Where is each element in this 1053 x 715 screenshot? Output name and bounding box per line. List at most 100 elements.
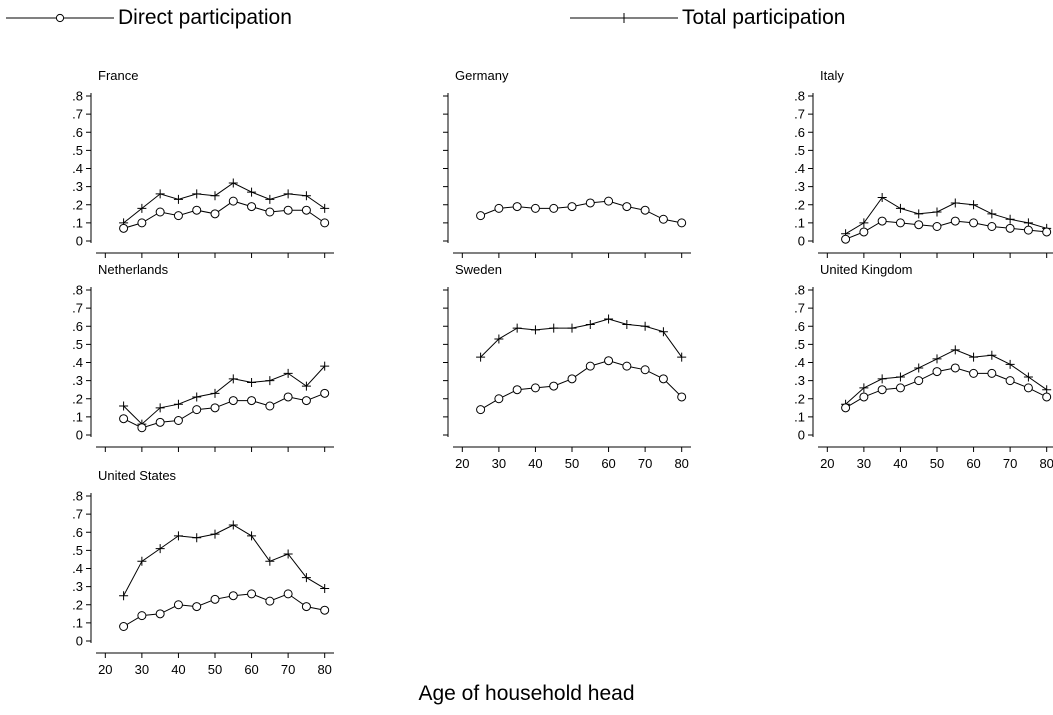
direct-participation-point bbox=[859, 227, 869, 237]
direct-participation-point bbox=[549, 381, 559, 391]
y-tick-label: .6 bbox=[72, 125, 83, 140]
total-participation-point bbox=[173, 531, 183, 541]
direct-participation-point bbox=[841, 403, 851, 413]
total-participation-point bbox=[914, 363, 924, 373]
direct-participation-line bbox=[845, 367, 1047, 409]
direct-participation-point bbox=[585, 198, 595, 208]
panel-title: United Kingdom bbox=[820, 262, 913, 277]
direct-participation-point bbox=[895, 218, 905, 228]
direct-participation-point bbox=[247, 202, 257, 212]
direct-participation-point bbox=[137, 423, 147, 433]
y-tick-label: 0 bbox=[76, 634, 83, 649]
total-participation-line bbox=[123, 365, 326, 425]
direct-participation-point bbox=[320, 218, 330, 228]
direct-participation-point bbox=[987, 368, 997, 378]
x-tick-label: 50 bbox=[565, 456, 579, 471]
direct-participation-point bbox=[320, 605, 330, 615]
x-tick-label: 80 bbox=[1039, 456, 1053, 471]
panel-netherlands: Netherlands 0 .1 .2 .3 .4 .5 .6 .7 .8 bbox=[72, 262, 334, 452]
y-tick-label: .3 bbox=[794, 179, 805, 194]
direct-participation-point bbox=[1005, 376, 1015, 386]
y-tick-label: .5 bbox=[794, 337, 805, 352]
x-tick-label: 20 bbox=[455, 456, 469, 471]
x-tick-label: 60 bbox=[966, 456, 980, 471]
legend-label-total: Total participation bbox=[682, 6, 846, 29]
total-participation-point bbox=[585, 319, 595, 329]
legend-item-total: Total participation bbox=[570, 4, 845, 32]
total-participation-point bbox=[265, 376, 275, 386]
total-participation-point bbox=[530, 325, 540, 335]
total-participation-point bbox=[119, 591, 129, 601]
total-participation-point bbox=[192, 189, 202, 199]
direct-participation-point bbox=[301, 602, 311, 612]
direct-participation-point bbox=[1023, 225, 1033, 235]
x-tick-label: 60 bbox=[601, 456, 615, 471]
direct-participation-point bbox=[859, 392, 869, 402]
direct-participation-point bbox=[265, 207, 275, 217]
y-tick-label: .8 bbox=[794, 89, 805, 104]
legend: Direct participation Total participation bbox=[0, 0, 1053, 36]
total-participation-point bbox=[1005, 214, 1015, 224]
direct-participation-point bbox=[950, 363, 960, 373]
direct-participation-line bbox=[123, 200, 325, 229]
x-tick-label: 30 bbox=[857, 456, 871, 471]
direct-participation-point bbox=[173, 600, 183, 610]
total-participation-point bbox=[173, 194, 183, 204]
x-tick-label: 70 bbox=[638, 456, 652, 471]
direct-participation-line bbox=[480, 200, 682, 224]
direct-participation-point bbox=[914, 376, 924, 386]
x-tick-label: 50 bbox=[208, 662, 222, 677]
direct-participation-point bbox=[192, 602, 202, 612]
panel-france: France 0 .1 .2 .3 .4 .5 .6 .7 .8 bbox=[72, 68, 334, 258]
direct-participation-point bbox=[640, 365, 650, 375]
x-tick-label: 50 bbox=[930, 456, 944, 471]
direct-participation-point bbox=[173, 416, 183, 425]
direct-participation-point bbox=[658, 214, 668, 224]
direct-participation-point bbox=[622, 202, 632, 212]
panel-united-kingdom: United Kingdom 0 .1 .2 .3 .4 .5 .6 .7 .8 20 30 40 50 6… bbox=[794, 262, 1053, 471]
panel-title: Sweden bbox=[455, 262, 502, 277]
total-participation-point bbox=[895, 372, 905, 382]
y-tick-label: .8 bbox=[72, 283, 83, 298]
total-participation-point bbox=[640, 321, 650, 331]
direct-participation-point bbox=[530, 383, 540, 393]
total-participation-point bbox=[914, 209, 924, 219]
direct-participation-point bbox=[265, 596, 275, 606]
total-participation-point bbox=[950, 345, 960, 355]
total-participation-point bbox=[494, 334, 504, 344]
direct-participation-point bbox=[877, 385, 887, 395]
y-tick-label: .2 bbox=[794, 391, 805, 406]
x-tick-label: 30 bbox=[492, 456, 506, 471]
total-participation-point bbox=[173, 399, 183, 409]
panel-title: United States bbox=[98, 468, 177, 483]
y-tick-label: .1 bbox=[794, 409, 805, 424]
total-participation-point bbox=[549, 323, 559, 333]
total-participation-point bbox=[228, 178, 238, 188]
total-participation-point bbox=[155, 544, 165, 554]
direct-participation-point bbox=[549, 203, 559, 213]
y-tick-label: .8 bbox=[72, 489, 83, 504]
direct-participation-point bbox=[476, 405, 486, 415]
direct-participation-point bbox=[173, 211, 183, 221]
total-participation-point bbox=[247, 187, 257, 197]
x-axis-title: Age of household head bbox=[418, 682, 635, 705]
direct-participation-point bbox=[950, 216, 960, 226]
direct-participation-point bbox=[567, 202, 577, 212]
direct-participation-point bbox=[119, 223, 129, 233]
total-participation-point bbox=[283, 549, 293, 559]
y-tick-label: .1 bbox=[72, 615, 83, 630]
panel-title: France bbox=[98, 68, 138, 83]
direct-participation-point bbox=[512, 385, 522, 395]
direct-participation-point bbox=[247, 396, 257, 406]
total-participation-point bbox=[301, 191, 311, 201]
direct-participation-point bbox=[155, 417, 165, 427]
x-tick-label: 40 bbox=[893, 456, 907, 471]
direct-participation-point bbox=[932, 367, 942, 377]
direct-participation-point bbox=[283, 392, 293, 402]
y-tick-label: .2 bbox=[72, 197, 83, 212]
y-tick-label: .4 bbox=[72, 561, 83, 576]
total-participation-point bbox=[265, 194, 275, 204]
total-participation-point bbox=[320, 583, 330, 593]
x-tick-label: 20 bbox=[98, 662, 112, 677]
